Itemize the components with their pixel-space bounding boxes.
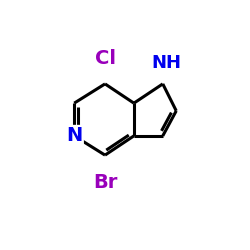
Text: Br: Br	[93, 172, 117, 192]
Text: N: N	[66, 126, 82, 146]
Text: NH: NH	[152, 54, 182, 72]
Text: Cl: Cl	[94, 50, 116, 68]
